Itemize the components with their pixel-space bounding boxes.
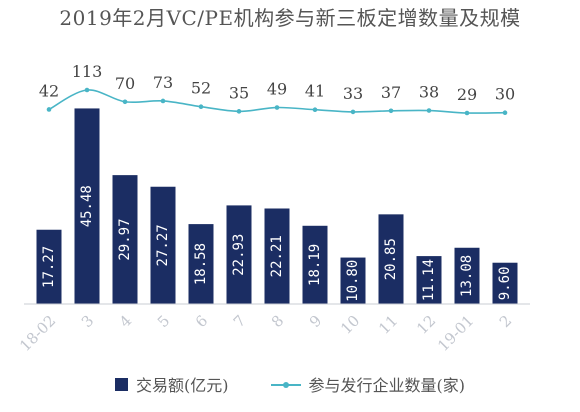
legend-line-swatch — [270, 378, 301, 390]
x-tick-label: 8 — [268, 312, 287, 331]
x-tick-label: 6 — [192, 312, 211, 331]
bar-value-label: 10.80 — [345, 260, 361, 302]
bar-value-label: 18.58 — [193, 243, 209, 285]
line-value-label: 52 — [191, 79, 211, 98]
x-tick-label: 2 — [496, 312, 515, 331]
bar-12 — [416, 256, 442, 304]
bar-5 — [150, 186, 176, 304]
line-point — [388, 108, 394, 114]
line-point — [426, 108, 432, 113]
x-tick-label: 18-02 — [16, 312, 59, 355]
line-point — [464, 110, 470, 116]
x-tick-label: 11 — [375, 312, 401, 338]
line-value-label: 33 — [343, 84, 363, 103]
bar-value-label: 27.27 — [155, 224, 171, 266]
bar-value-label: 22.21 — [269, 235, 285, 277]
bar-value-label: 17.27 — [41, 246, 57, 288]
line-value-label: 49 — [267, 80, 287, 99]
bar-value-label: 45.48 — [79, 185, 95, 227]
line-point — [312, 107, 318, 113]
line-value-label: 41 — [305, 82, 325, 101]
bar-value-label: 11.14 — [421, 259, 437, 301]
bar-10 — [340, 257, 366, 304]
bar-11 — [378, 214, 404, 304]
line-point — [160, 98, 166, 104]
bar-value-label: 18.19 — [307, 244, 323, 286]
bar-7 — [226, 205, 252, 304]
legend-item-bar: 交易额(亿元) — [115, 372, 229, 396]
bar-6 — [188, 224, 214, 304]
bar-value-label: 29.97 — [117, 218, 133, 260]
x-tick-label: 12 — [413, 312, 439, 338]
bar-19-01 — [454, 247, 480, 304]
legend-bar-swatch — [115, 377, 128, 391]
bar-value-label: 9.60 — [497, 267, 513, 301]
line-value-label: 35 — [229, 83, 249, 102]
bar-2 — [492, 262, 518, 304]
line-value-label: 73 — [153, 73, 173, 92]
bar-18-02 — [36, 229, 62, 304]
bar-value-label: 22.93 — [231, 234, 247, 276]
line-point — [198, 104, 204, 110]
line-value-label: 29 — [457, 85, 477, 104]
x-tick-label: 5 — [154, 312, 173, 331]
bar-8 — [264, 208, 290, 304]
line-point — [236, 109, 242, 114]
x-tick-label: 4 — [116, 312, 135, 331]
bar-4 — [112, 175, 138, 304]
bar-value-label: 13.08 — [459, 255, 475, 297]
line-point — [502, 110, 508, 116]
legend: 交易额(亿元) 参与发行企业数量(家) — [0, 372, 580, 396]
bar-3 — [74, 108, 100, 304]
line-value-label: 113 — [72, 62, 103, 81]
legend-line-label: 参与发行企业数量(家) — [308, 376, 466, 395]
legend-bar-label: 交易额(亿元) — [136, 376, 229, 395]
line-point — [350, 109, 356, 115]
line-value-label: 70 — [115, 74, 135, 93]
x-tick-label: 19-01 — [434, 312, 477, 355]
line-point — [122, 99, 128, 105]
line-value-label: 37 — [381, 83, 401, 102]
bar-value-label: 20.85 — [383, 238, 399, 280]
chart-title: 2019年2月VC/PE机构参与新三板定增数量及规模 — [59, 6, 521, 30]
x-tick-label: 7 — [230, 312, 249, 331]
legend-item-line: 参与发行企业数量(家) — [270, 372, 466, 396]
line-value-label: 42 — [39, 81, 59, 100]
line-point — [84, 87, 90, 93]
line-value-label: 30 — [495, 85, 515, 104]
line-value-label: 38 — [419, 83, 439, 102]
line-point — [274, 105, 280, 110]
x-tick-label: 10 — [337, 312, 363, 338]
line-point — [46, 107, 52, 112]
bar-9 — [302, 225, 328, 304]
x-tick-label: 9 — [306, 312, 325, 331]
x-tick-label: 3 — [78, 312, 97, 331]
